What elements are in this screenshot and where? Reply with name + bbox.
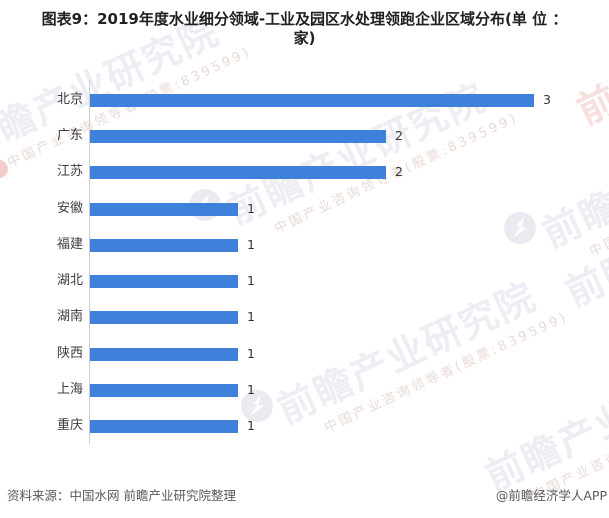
value-label: 3	[543, 92, 551, 107]
category-label: 湖北	[56, 273, 83, 288]
bar	[90, 239, 238, 252]
category-label: 上海	[56, 382, 83, 397]
credit-note: @前瞻经济学人APP	[495, 488, 607, 503]
bar	[90, 203, 238, 216]
chart-title: 图表9：2019年度水业细分领域-工业及园区水处理领跑企业区域分布(单 位 ： …	[10, 10, 599, 48]
category-label: 江苏	[56, 164, 83, 179]
source-note: 资料来源：中国水网 前瞻产业研究院整理	[7, 488, 236, 503]
category-label: 陕西	[56, 346, 83, 361]
value-label: 1	[247, 237, 255, 252]
bar	[90, 420, 238, 433]
value-label: 1	[247, 418, 255, 433]
bar	[90, 311, 238, 324]
value-label: 2	[395, 128, 403, 143]
value-label: 1	[247, 346, 255, 361]
value-label: 1	[247, 201, 255, 216]
value-label: 1	[247, 273, 255, 288]
value-label: 1	[247, 309, 255, 324]
bar	[90, 94, 534, 107]
category-label: 北京	[56, 92, 83, 107]
category-label: 福建	[56, 237, 83, 252]
value-label: 2	[395, 164, 403, 179]
chart-title-line1: 图表9：2019年度水业细分领域-工业及园区水处理领跑企业区域分布(单 位 ：	[41, 10, 568, 28]
bar	[90, 275, 238, 288]
category-label: 广东	[56, 128, 83, 143]
category-label: 重庆	[56, 418, 83, 433]
bar	[90, 130, 386, 143]
bar	[90, 166, 386, 179]
value-label: 1	[247, 382, 255, 397]
bar	[90, 348, 238, 361]
chart-title-line2: 家)	[293, 29, 316, 47]
bar	[90, 384, 238, 397]
category-label: 湖南	[56, 309, 83, 324]
y-axis-line	[89, 80, 90, 444]
category-label: 安徽	[56, 201, 83, 216]
